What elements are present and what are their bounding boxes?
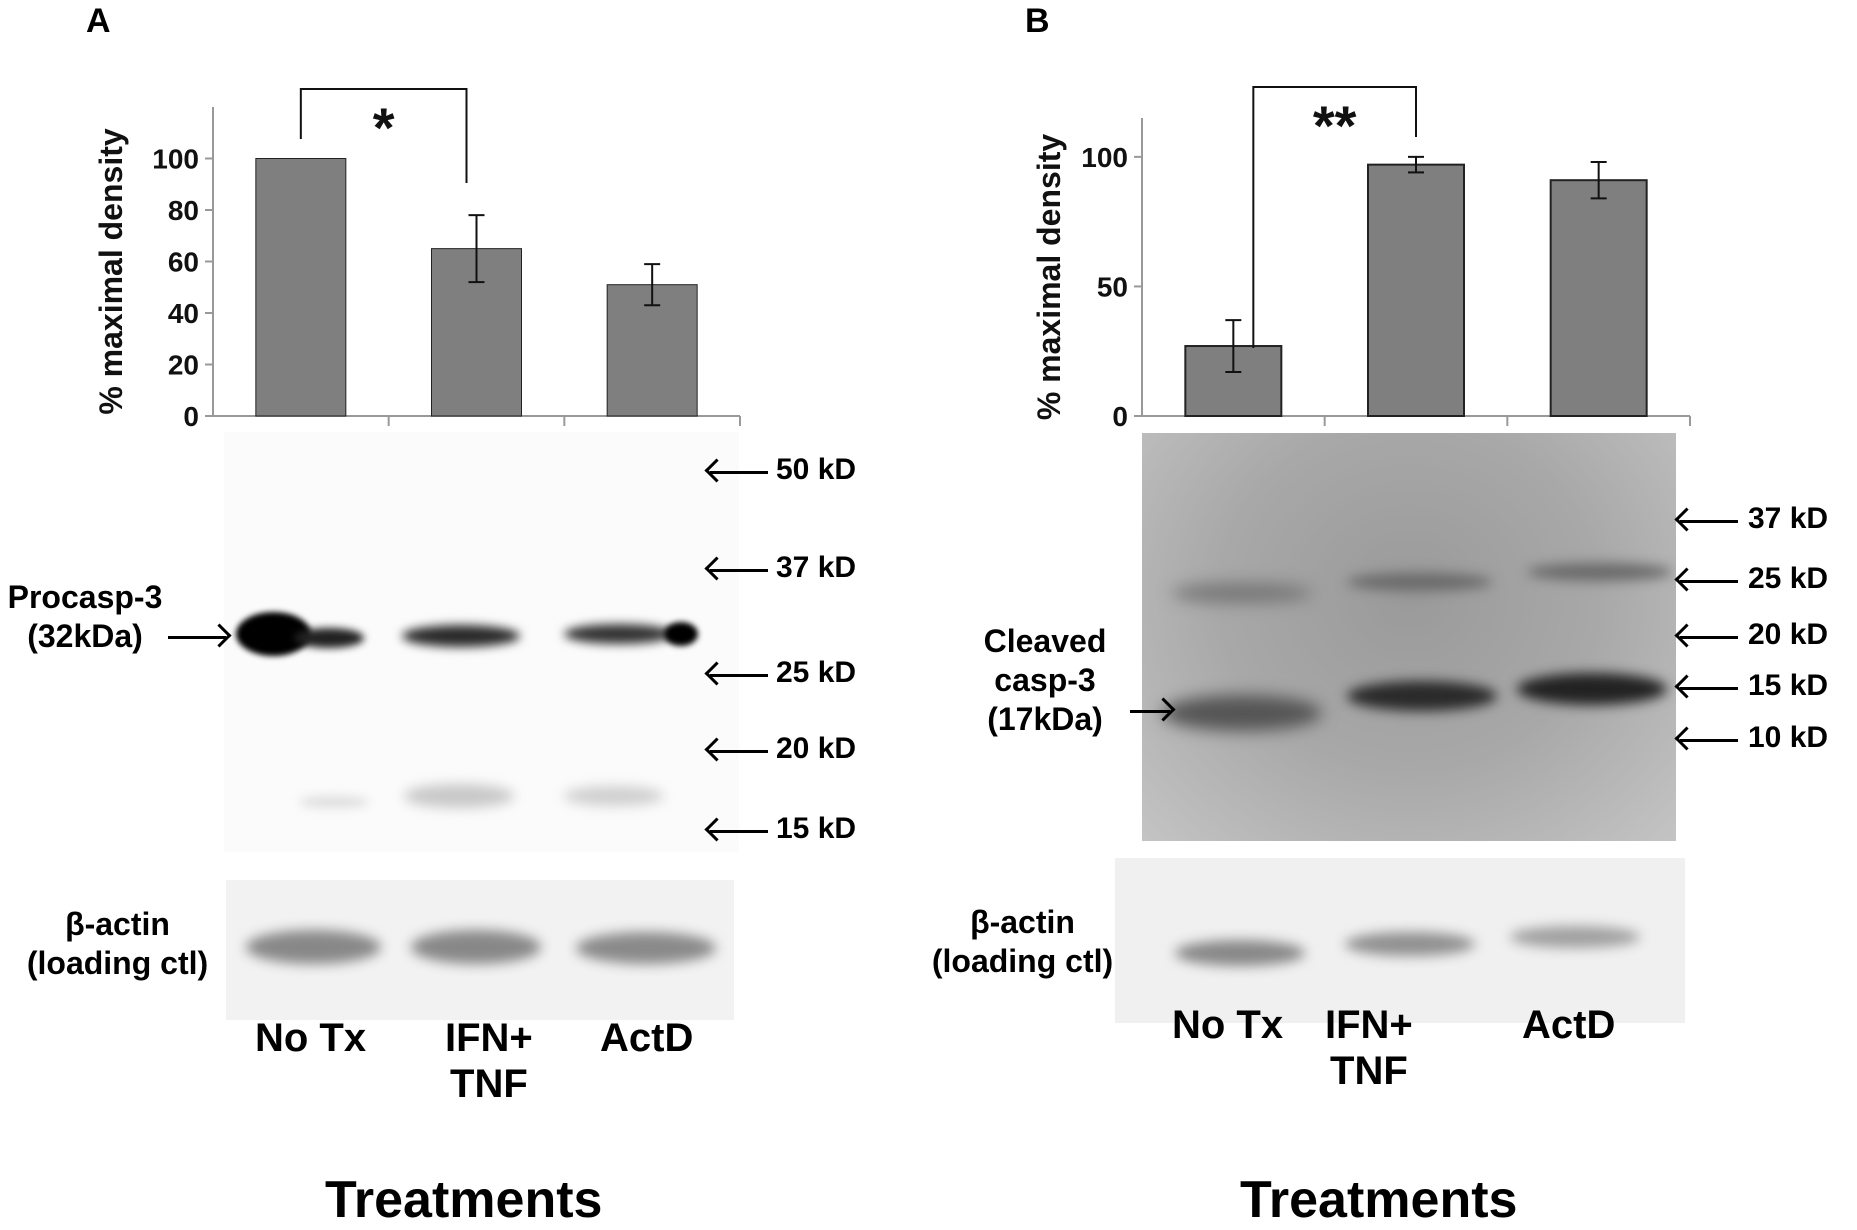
mw-label-15: 15 kD: [776, 812, 857, 845]
procasp3-label: Procasp-3 (32kDa): [0, 578, 170, 656]
mw-b-arrow-15: [1680, 687, 1738, 690]
a-significance-bracket: [299, 88, 468, 183]
a-y-tick-label: 60: [168, 247, 199, 278]
actin-b-name: β-actin: [970, 904, 1075, 940]
panel-a-treatments-label: Treatments: [325, 1171, 603, 1229]
mw-b-arrow-37: [1680, 520, 1738, 523]
procasp3-name: Procasp-3: [7, 579, 163, 615]
actin-b-note: (loading ctl): [931, 943, 1114, 980]
upper-band-ifn: [1347, 573, 1492, 591]
a-y-axis-label: % maximal density: [93, 128, 129, 415]
lane-label-ifn-tnf: IFN+ TNF: [445, 1015, 533, 1107]
actin-band-actd: [576, 932, 716, 964]
panel-a-actin-blot: [226, 880, 734, 1020]
faint-band-ifn: [404, 784, 514, 808]
a-bar: [606, 284, 698, 417]
cleaved-casp3-label: Cleaved casp-3 (17kDa): [955, 622, 1135, 739]
cleaved-size: (17kDa): [987, 701, 1103, 738]
mw-arrow-20: [710, 750, 768, 753]
lane-b-label-actd: ActD: [1522, 1003, 1616, 1047]
lane-label-notx: No Tx: [255, 1016, 367, 1060]
cleaved-band-notx: [1162, 695, 1322, 731]
actin-band-b-notx: [1175, 940, 1305, 966]
a-y-tick-label: 100: [152, 144, 199, 175]
mw-b-label-15: 15 kD: [1748, 669, 1829, 702]
mw-b-label-10: 10 kD: [1748, 721, 1829, 754]
mw-b-arrow-20: [1680, 636, 1738, 639]
lane-b-label-ifn-tnf: IFN+ TNF: [1325, 1002, 1413, 1094]
mw-label-37: 37 kD: [776, 551, 857, 584]
panel-b-western-blot: [1142, 433, 1676, 841]
cleaved-name: Cleaved: [983, 623, 1107, 659]
panel-b-bar-chart: 0 50 100 % maximal density **: [1031, 86, 1691, 432]
lane-label-ifn: IFN+: [445, 1016, 533, 1060]
b-y-tick-label: 0: [1112, 401, 1128, 432]
panel-a-actin-label: β-actin (loading ctl): [10, 905, 225, 983]
a-y-tick-label: 40: [168, 298, 199, 329]
actin-name: β-actin: [65, 906, 170, 942]
lane-b-label-tnf: TNF: [1330, 1049, 1408, 1093]
procasp3-band-actd-dark: [664, 622, 698, 646]
panel-b-actin-label: β-actin (loading ctl): [915, 903, 1130, 981]
panel-b-treatments-label: Treatments: [1240, 1171, 1518, 1229]
mw-label-25: 25 kD: [776, 656, 857, 689]
mw-b-arrow-10: [1680, 739, 1738, 742]
actin-band-ifn: [411, 930, 541, 964]
mw-label-20: 20 kD: [776, 732, 857, 765]
cleaved-band-actd: [1517, 673, 1667, 705]
b-significance-bracket: [1252, 86, 1417, 348]
a-significance-label: *: [373, 96, 395, 159]
a-y-tick-label: 0: [183, 401, 199, 432]
procasp3-arrow: [168, 636, 226, 639]
lane-b-label-notx: No Tx: [1172, 1003, 1284, 1047]
b-bar: [1549, 179, 1648, 417]
faint-band-notx: [299, 796, 369, 808]
b-y-axis-label: % maximal density: [1031, 134, 1067, 421]
b-bar: [1367, 163, 1465, 417]
a-bar: [255, 158, 347, 417]
panel-b-letter: B: [1025, 2, 1050, 40]
mw-label-50: 50 kD: [776, 453, 857, 486]
actin-note: (loading ctl): [26, 945, 209, 982]
panel-a-letter: A: [86, 2, 111, 40]
mw-b-arrow-25: [1680, 580, 1738, 583]
cleaved-casp: casp-3: [994, 662, 1096, 699]
actin-band-b-ifn: [1345, 932, 1475, 956]
mw-b-label-20: 20 kD: [1748, 618, 1829, 651]
panel-b-actin-blot: [1115, 858, 1685, 1023]
procasp3-size: (32kDa): [27, 618, 143, 655]
upper-band-notx: [1172, 583, 1312, 603]
procasp3-band-actd: [564, 624, 674, 644]
lane-label-tnf: TNF: [450, 1062, 528, 1106]
a-y-tick-label: 20: [168, 350, 199, 381]
faint-band-actd: [564, 786, 664, 806]
cleaved-arrow: [1130, 710, 1170, 713]
actin-band-notx: [246, 930, 381, 964]
a-y-tick-label: 80: [168, 195, 199, 226]
mw-b-label-25: 25 kD: [1748, 562, 1829, 595]
mw-arrow-15: [710, 830, 768, 833]
mw-b-label-37: 37 kD: [1748, 502, 1829, 535]
panel-a-bar-chart: 0 20 40 60 80 100 % maximal density *: [93, 88, 741, 432]
cleaved-band-ifn: [1347, 681, 1497, 711]
panel-a-western-blot: [224, 432, 739, 852]
procasp3-band-ifn: [402, 625, 520, 647]
b-y-tick-label: 50: [1097, 271, 1128, 302]
mw-arrow-37: [710, 569, 768, 572]
actin-band-b-actd: [1510, 926, 1640, 948]
procasp3-band-notx-tail: [294, 628, 364, 648]
lane-label-actd: ActD: [600, 1016, 694, 1060]
lane-b-label-ifn: IFN+: [1325, 1003, 1413, 1047]
mw-arrow-25: [710, 674, 768, 677]
b-significance-label: **: [1313, 94, 1357, 157]
mw-arrow-50: [710, 471, 768, 474]
b-y-tick-label: 100: [1081, 142, 1128, 173]
upper-band-actd: [1527, 563, 1672, 581]
